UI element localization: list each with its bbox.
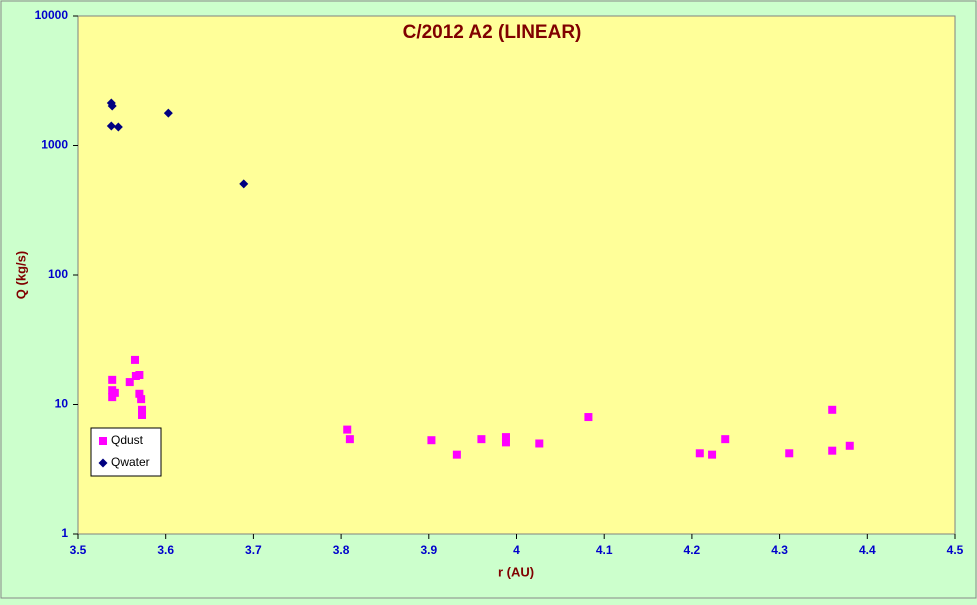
data-point: [343, 425, 352, 434]
data-point: [828, 446, 837, 455]
data-point: [137, 395, 146, 404]
plot-area: [77, 15, 956, 535]
data-point: [501, 438, 510, 447]
y-tick-label: 10: [55, 397, 69, 411]
x-tick-label: 3.7: [245, 543, 262, 557]
x-tick-label: 4.2: [684, 543, 701, 557]
data-point: [708, 450, 717, 459]
legend-label: Qwater: [111, 455, 150, 469]
data-point: [138, 410, 147, 419]
data-point: [113, 122, 123, 132]
chart-title: C/2012 A2 (LINEAR): [403, 22, 582, 43]
data-point: [721, 435, 730, 444]
legend-box: [90, 427, 162, 477]
data-point: [135, 389, 144, 398]
data-point: [107, 101, 117, 111]
data-point: [695, 449, 704, 458]
x-tick-label: 3.5: [70, 543, 87, 557]
y-axis-label: Q (kg/s): [13, 251, 28, 299]
data-point: [427, 436, 436, 445]
data-point: [108, 375, 117, 384]
data-point: [501, 433, 510, 442]
x-axis-label: r (AU): [498, 564, 534, 579]
y-tick-label: 1: [61, 526, 68, 540]
data-point: [131, 355, 140, 364]
data-point: [845, 441, 854, 450]
legend-marker: [99, 437, 107, 445]
x-tick-label: 4.4: [859, 543, 876, 557]
data-point: [785, 449, 794, 458]
data-point: [452, 450, 461, 459]
data-point: [239, 179, 249, 189]
data-point: [535, 439, 544, 448]
x-tick-label: 4.3: [771, 543, 788, 557]
data-point: [584, 413, 593, 422]
y-tick-label: 1000: [41, 138, 68, 152]
data-point: [110, 388, 119, 397]
data-point: [345, 435, 354, 444]
data-point: [135, 370, 144, 379]
x-tick-label: 3.6: [157, 543, 174, 557]
x-tick-label: 4.5: [947, 543, 964, 557]
legend-label: Qdust: [111, 433, 144, 447]
x-tick-label: 4: [513, 543, 520, 557]
data-point: [828, 405, 837, 414]
data-point: [163, 108, 173, 118]
data-point: [138, 405, 147, 414]
x-tick-label: 3.9: [420, 543, 437, 557]
legend-marker: [98, 458, 108, 468]
data-point: [106, 121, 116, 131]
y-tick-label: 100: [48, 267, 68, 281]
data-point: [477, 435, 486, 444]
y-tick-label: 10000: [35, 8, 69, 22]
data-point: [125, 378, 134, 387]
data-point: [108, 393, 117, 402]
x-tick-label: 3.8: [333, 543, 350, 557]
x-tick-label: 4.1: [596, 543, 613, 557]
